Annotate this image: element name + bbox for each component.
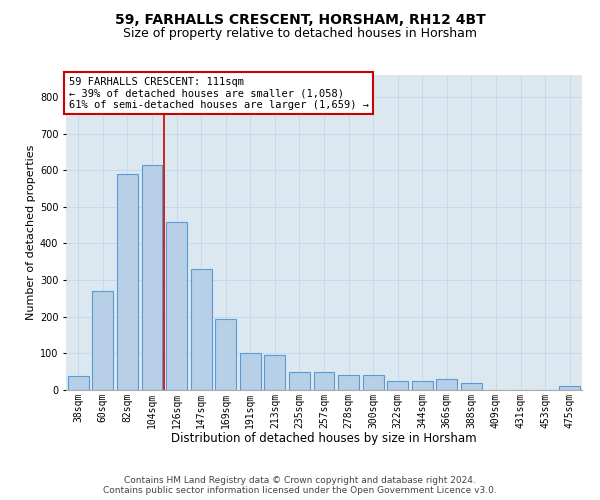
Bar bbox=[461, 382, 482, 390]
Bar bbox=[166, 222, 187, 390]
Bar bbox=[215, 318, 236, 390]
Bar bbox=[289, 372, 310, 390]
Bar bbox=[436, 379, 457, 390]
Bar bbox=[387, 381, 408, 390]
X-axis label: Distribution of detached houses by size in Horsham: Distribution of detached houses by size … bbox=[171, 432, 477, 445]
Bar bbox=[314, 372, 334, 390]
Bar bbox=[191, 269, 212, 390]
Text: 59, FARHALLS CRESCENT, HORSHAM, RH12 4BT: 59, FARHALLS CRESCENT, HORSHAM, RH12 4BT bbox=[115, 12, 485, 26]
Bar bbox=[338, 374, 359, 390]
Bar bbox=[92, 291, 113, 390]
Bar bbox=[68, 376, 89, 390]
Y-axis label: Number of detached properties: Number of detached properties bbox=[26, 145, 35, 320]
Bar bbox=[559, 386, 580, 390]
Text: Contains HM Land Registry data © Crown copyright and database right 2024.
Contai: Contains HM Land Registry data © Crown c… bbox=[103, 476, 497, 495]
Bar bbox=[117, 174, 138, 390]
Bar bbox=[142, 164, 163, 390]
Bar bbox=[240, 354, 261, 390]
Bar bbox=[362, 374, 383, 390]
Bar bbox=[412, 381, 433, 390]
Text: 59 FARHALLS CRESCENT: 111sqm
← 39% of detached houses are smaller (1,058)
61% of: 59 FARHALLS CRESCENT: 111sqm ← 39% of de… bbox=[68, 76, 368, 110]
Bar bbox=[265, 355, 286, 390]
Text: Size of property relative to detached houses in Horsham: Size of property relative to detached ho… bbox=[123, 28, 477, 40]
